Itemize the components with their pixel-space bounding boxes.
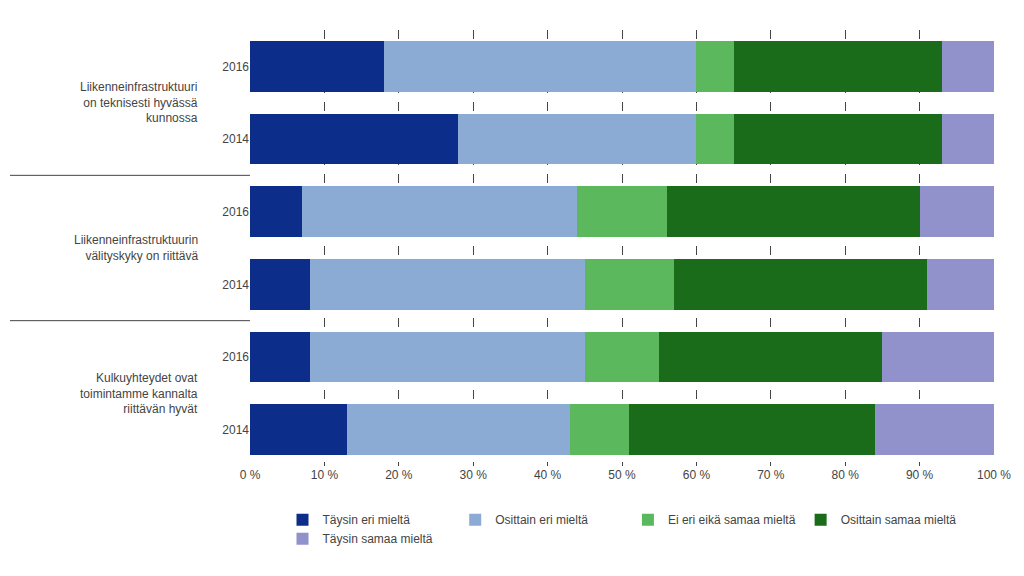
svg-text:30 %: 30 %	[460, 468, 488, 482]
svg-text:20 %: 20 %	[385, 468, 413, 482]
svg-text:90 %: 90 %	[906, 468, 934, 482]
svg-text:Liikenneinfrastruktuurinvälity: Liikenneinfrastruktuurinvälityskyky on r…	[74, 233, 198, 263]
svg-text:2014: 2014	[222, 132, 249, 146]
svg-text:Ei eri eikä samaa mieltä: Ei eri eikä samaa mieltä	[668, 513, 796, 527]
svg-text:80 %: 80 %	[832, 468, 860, 482]
svg-text:Täysin samaa mieltä: Täysin samaa mieltä	[323, 532, 433, 546]
svg-text:40 %: 40 %	[534, 468, 562, 482]
svg-text:50 %: 50 %	[608, 468, 636, 482]
svg-text:Kulkuyhteydet ovattoimintamme: Kulkuyhteydet ovattoimintamme kannaltari…	[80, 371, 198, 416]
svg-text:Osittain eri mieltä: Osittain eri mieltä	[495, 513, 588, 527]
svg-text:0 %: 0 %	[240, 468, 261, 482]
svg-text:2014: 2014	[222, 423, 249, 437]
svg-text:10 %: 10 %	[311, 468, 339, 482]
svg-text:2016: 2016	[222, 205, 249, 219]
svg-text:Täysin eri mieltä: Täysin eri mieltä	[323, 513, 411, 527]
svg-text:Liikenneinfrastruktuurion tekn: Liikenneinfrastruktuurion teknisesti hyv…	[80, 80, 198, 125]
svg-text:Osittain samaa mieltä: Osittain samaa mieltä	[841, 513, 957, 527]
svg-text:2014: 2014	[222, 278, 249, 292]
svg-text:100 %: 100 %	[977, 468, 1011, 482]
svg-text:2016: 2016	[222, 350, 249, 364]
svg-text:60 %: 60 %	[683, 468, 711, 482]
svg-text:2016: 2016	[222, 60, 249, 74]
svg-text:70 %: 70 %	[757, 468, 785, 482]
